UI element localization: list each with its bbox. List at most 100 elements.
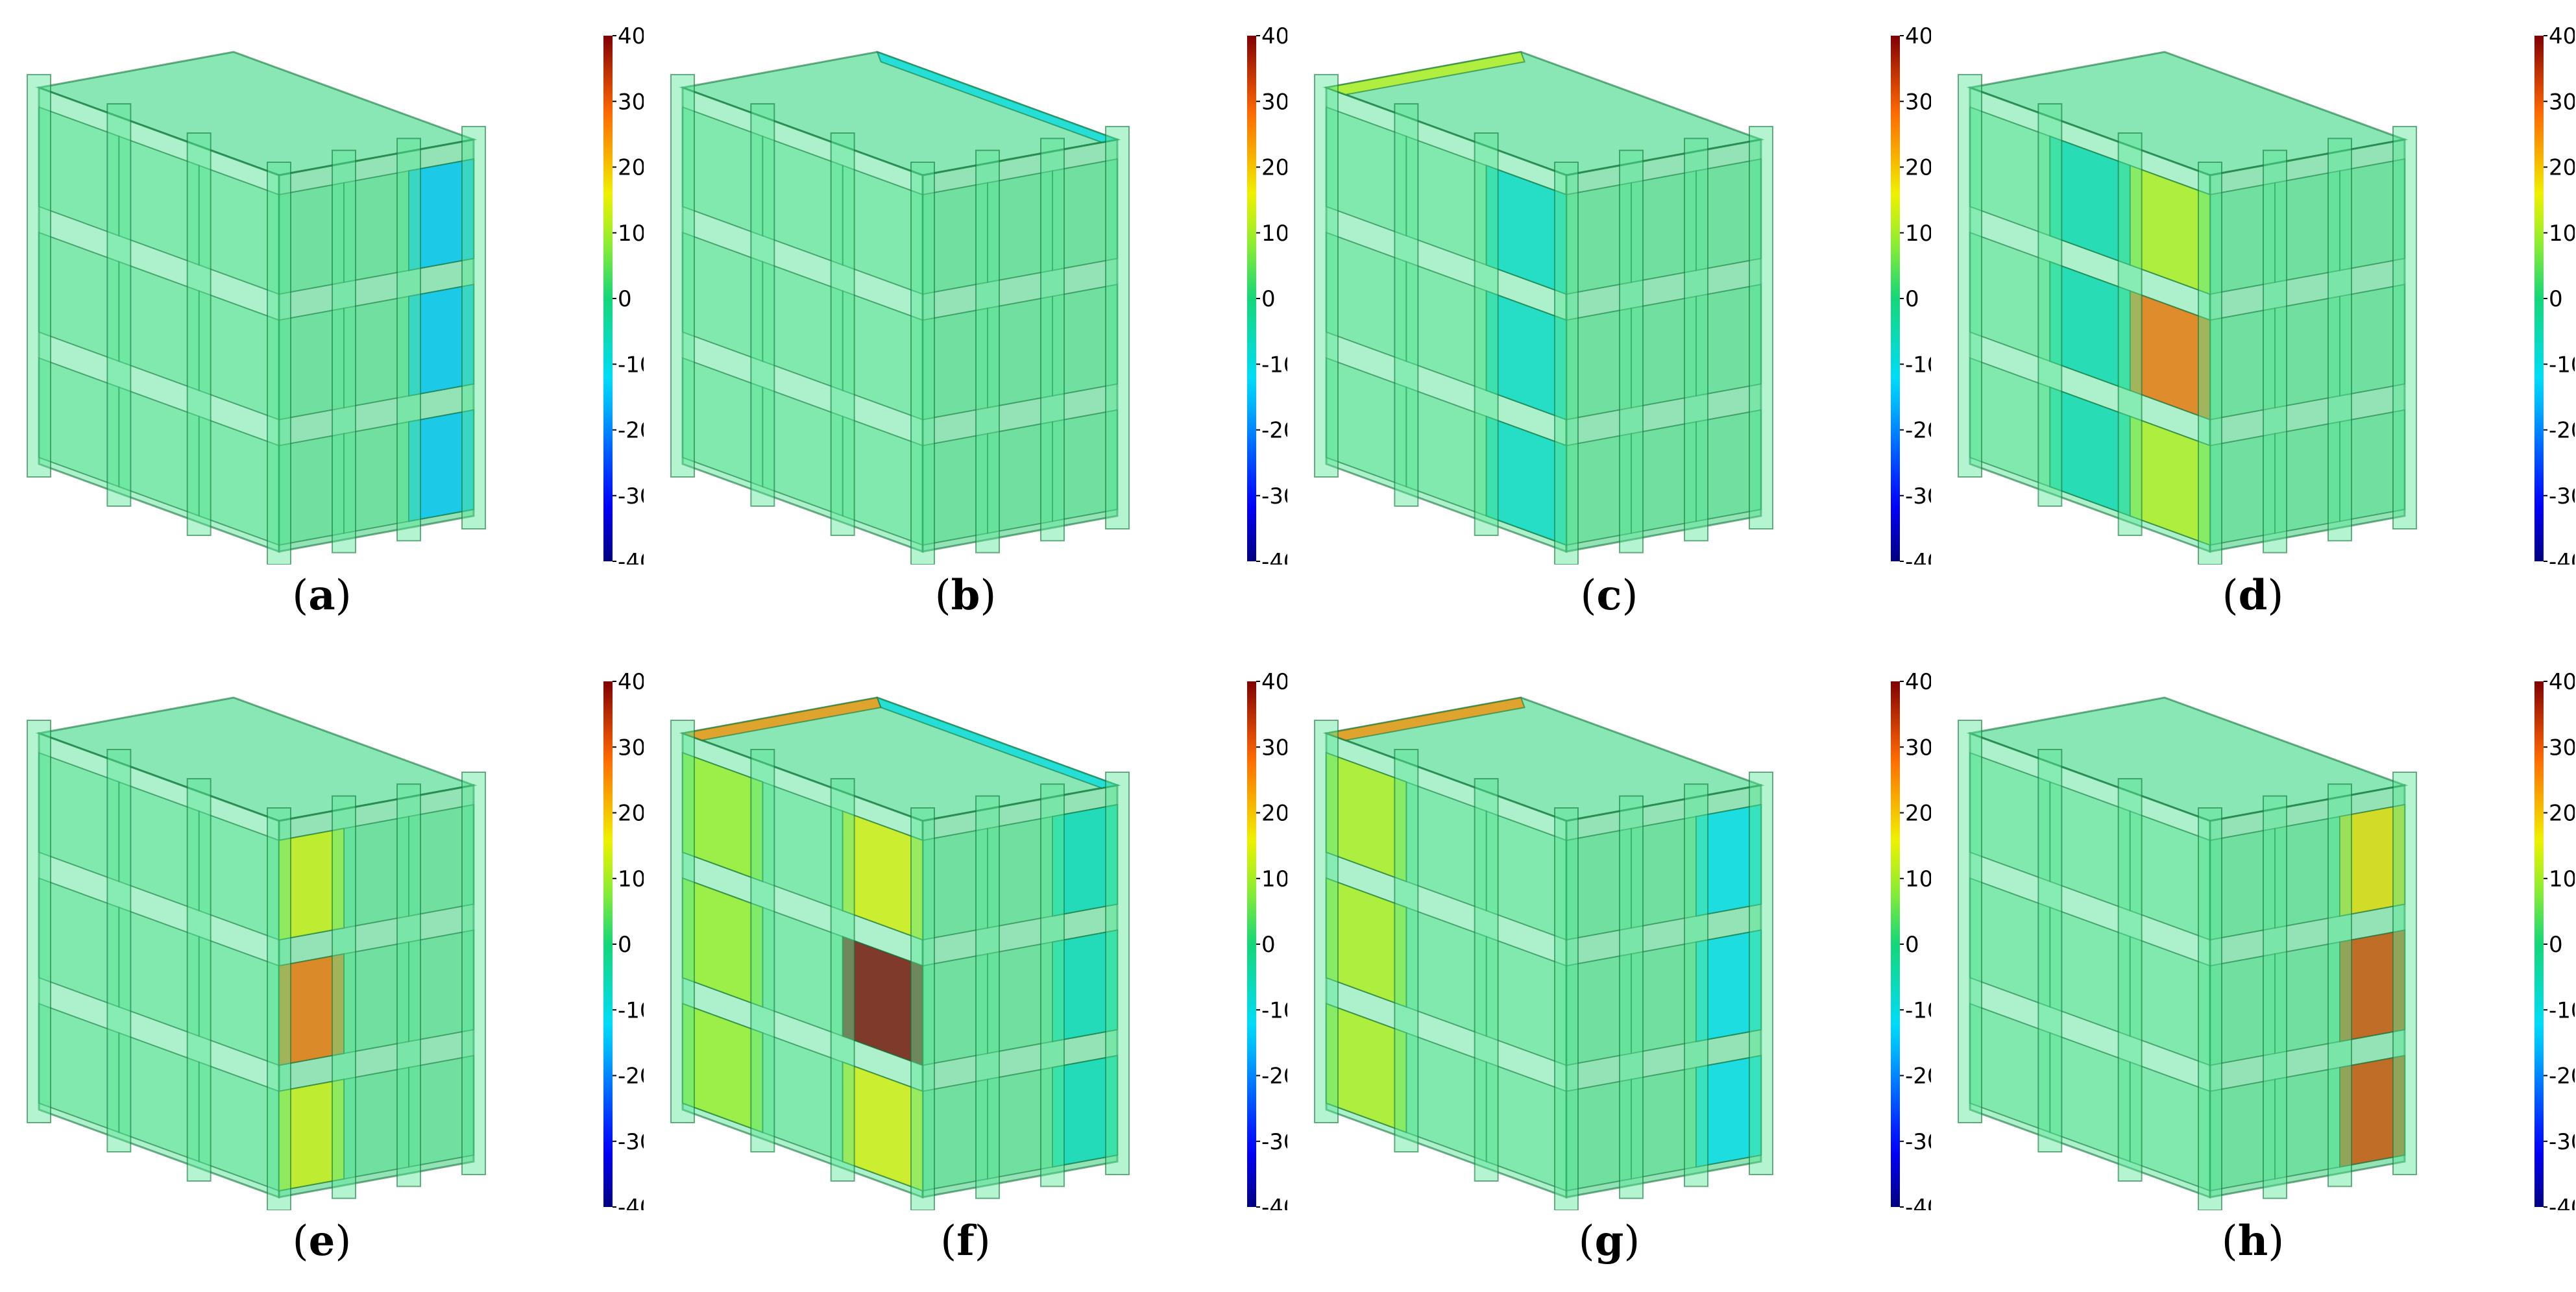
colorbar-tick-label: 10 xyxy=(618,221,644,247)
column xyxy=(267,162,291,565)
front-wall-face xyxy=(921,138,1119,553)
column xyxy=(910,807,935,1210)
column xyxy=(910,162,935,565)
column xyxy=(750,103,775,507)
column xyxy=(975,149,1000,554)
column xyxy=(2263,795,2287,1199)
column xyxy=(2327,138,2352,542)
colorbar-tick-label: -30 xyxy=(2549,483,2575,509)
side-wall-panel xyxy=(1326,357,1407,488)
colorbar-tick-label: -40 xyxy=(618,1195,644,1210)
stress-region xyxy=(2049,135,2131,266)
column xyxy=(461,126,486,530)
colorbar-tick-label: 40 xyxy=(618,669,644,695)
panel-label: (g) xyxy=(1578,1217,1640,1265)
colorbar-tick-label: 40 xyxy=(1261,669,1287,695)
column xyxy=(1314,720,1339,1123)
front-wall-panel xyxy=(408,803,474,917)
colorbar-tick-label: -10 xyxy=(2549,997,2575,1023)
stress-region xyxy=(1052,803,1118,917)
side-wall-panel xyxy=(1326,231,1407,363)
front-wall-panel xyxy=(1695,158,1762,271)
panel-d: 40 30 20 10 0 -10 -20 -30 -40 (d) xyxy=(1931,0,2575,646)
front-wall-panel xyxy=(1695,284,1762,397)
colorbar-tick-label: 30 xyxy=(1905,735,1931,761)
colorbar xyxy=(2534,36,2544,561)
column xyxy=(1314,74,1339,478)
colorbar-tick-label: 10 xyxy=(1261,866,1287,892)
colorbar-tick-label: 10 xyxy=(1261,221,1287,247)
colorbar-tick-label: -20 xyxy=(2549,1064,2575,1090)
column xyxy=(1619,149,1644,554)
side-wall-panel xyxy=(682,357,764,488)
colorbar xyxy=(1891,36,1900,561)
stress-region xyxy=(278,953,345,1066)
colorbar-tick-label: -40 xyxy=(618,549,644,565)
colorbar-tick-label: 10 xyxy=(2549,866,2575,892)
colorbar-tick-label: 0 xyxy=(1261,932,1276,958)
stress-region xyxy=(2339,803,2405,917)
panel-g: 40 30 20 10 0 -10 -20 -30 -40 (g) xyxy=(1287,646,1931,1291)
front-wall-panel xyxy=(1052,284,1118,397)
colorbar-tick-label: -30 xyxy=(1905,1129,1931,1155)
colorbar-tick-label: 0 xyxy=(2549,932,2563,958)
column xyxy=(2037,749,2063,1152)
side-wall-panel xyxy=(682,231,764,363)
side-wall-panel xyxy=(38,357,120,488)
building-model-c: 40 30 20 10 0 -10 -20 -30 -40 xyxy=(1314,23,1931,565)
colorbar-tick-label: -40 xyxy=(2549,1195,2575,1210)
side-wall-panel xyxy=(1326,106,1407,237)
side-wall-panel xyxy=(1969,1003,2051,1134)
colorbar-tick-label: 20 xyxy=(618,155,644,181)
stress-region xyxy=(278,827,345,941)
colorbar-tick-label: -40 xyxy=(1261,549,1287,565)
front-wall-panel xyxy=(1695,409,1762,522)
stress-region xyxy=(1324,51,1525,95)
column xyxy=(1554,807,1579,1210)
stress-region xyxy=(1695,1054,1762,1168)
colorbar-tick-label: -30 xyxy=(1261,483,1287,509)
panel-e: 40 30 20 10 0 -10 -20 -30 -40 (e) xyxy=(0,646,644,1291)
panel-f: 40 30 20 10 0 -10 -20 -30 -40 (f) xyxy=(644,646,1287,1291)
stress-region xyxy=(408,158,474,271)
colorbar-tick-label: 20 xyxy=(2549,801,2575,827)
colorbar-tick-label: -20 xyxy=(618,418,644,444)
stress-region xyxy=(842,935,923,1067)
stress-region xyxy=(1485,289,1567,421)
colorbar-tick-label: 10 xyxy=(618,866,644,892)
building-model-a: 40 30 20 10 0 -10 -20 -30 -40 xyxy=(27,23,644,565)
side-wall-panel xyxy=(1969,751,2051,883)
colorbar-tick-label: 20 xyxy=(618,801,644,827)
side-wall-panel xyxy=(38,106,120,237)
colorbar-tick-label: -30 xyxy=(1261,1129,1287,1155)
column xyxy=(1474,778,1499,1182)
column xyxy=(2263,149,2287,554)
stress-region xyxy=(682,751,764,883)
colorbar-tick-label: 0 xyxy=(618,286,632,312)
column xyxy=(1554,162,1579,565)
colorbar-tick-label: -20 xyxy=(1261,418,1287,444)
column xyxy=(106,103,132,507)
panel-a: 40 30 20 10 0 -10 -20 -30 -40 (a) xyxy=(0,0,644,646)
stress-region xyxy=(682,1003,764,1134)
stress-region xyxy=(2049,260,2131,392)
colorbar-tick-label: -40 xyxy=(2549,549,2575,565)
colorbar-tick-label: 40 xyxy=(1905,669,1931,695)
colorbar-tick-label: -10 xyxy=(1261,997,1287,1023)
column xyxy=(2117,778,2143,1182)
colorbar-tick-label: -20 xyxy=(1261,1064,1287,1090)
colorbar-tick-label: 20 xyxy=(2549,155,2575,181)
stress-region xyxy=(408,284,474,397)
panel-label: (a) xyxy=(292,571,352,620)
colorbar xyxy=(603,36,613,561)
column xyxy=(1958,74,1982,478)
panel-b: 40 30 20 10 0 -10 -20 -30 -40 (b) xyxy=(644,0,1287,646)
stress-region xyxy=(278,1079,345,1192)
stress-region xyxy=(1052,1054,1118,1168)
front-wall-face xyxy=(2209,138,2406,553)
column xyxy=(106,749,132,1152)
column xyxy=(670,720,695,1123)
panel-label: (d) xyxy=(2222,571,2284,620)
colorbar-tick-label: -30 xyxy=(618,1129,644,1155)
colorbar-tick-label: -10 xyxy=(2549,352,2575,378)
